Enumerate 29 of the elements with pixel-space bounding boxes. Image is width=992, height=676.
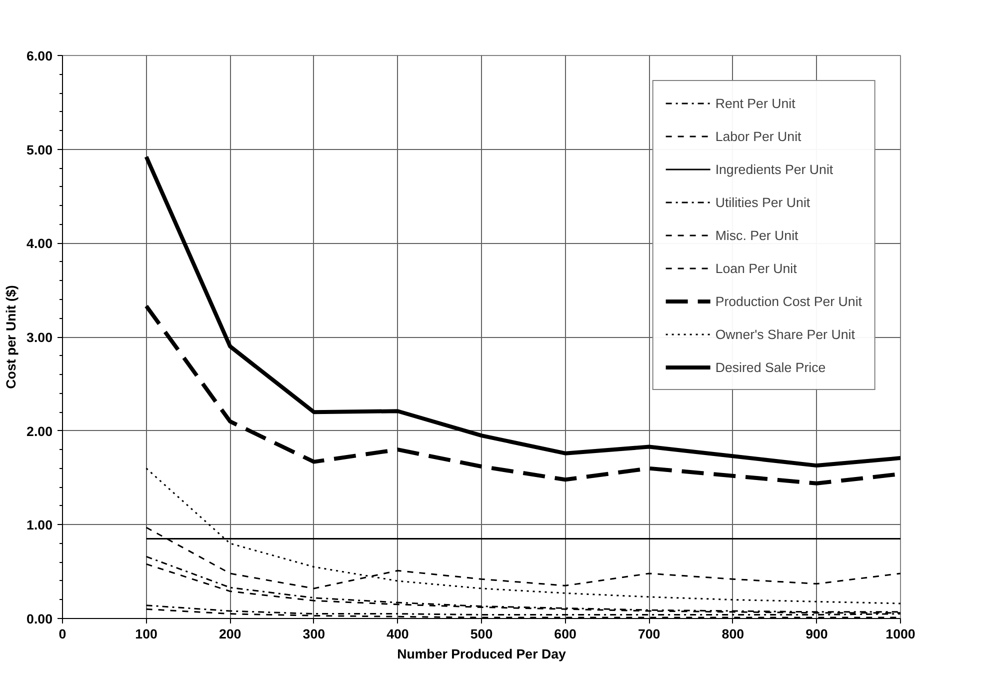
legend-label: Misc. Per Unit <box>715 228 798 242</box>
x-tick-label: 100 <box>135 626 158 642</box>
x-tick-label: 200 <box>218 626 242 642</box>
y-tick-label: 3.00 <box>26 330 53 345</box>
x-tick-label: 900 <box>806 626 828 642</box>
legend-label: Owner's Share Per Unit <box>715 326 855 342</box>
x-tick-label: 0 <box>58 626 66 642</box>
legend-label: Rent Per Unit <box>715 96 796 110</box>
y-tick-label: 4.00 <box>26 236 53 252</box>
legend-label: Production Cost Per Unit <box>715 294 862 308</box>
legend-label: Labor Per Unit <box>715 128 802 144</box>
y-tick-label: 1.00 <box>26 518 53 533</box>
x-tick-label: 700 <box>638 626 660 642</box>
legend-label: Desired Sale Price <box>715 360 826 374</box>
legend-label: Utilities Per Unit <box>715 194 810 210</box>
x-tick-label: 800 <box>722 626 744 642</box>
x-tick-label: 300 <box>302 626 326 642</box>
legend-label: Ingredients Per Unit <box>715 162 834 176</box>
x-tick-label: 600 <box>554 626 576 642</box>
y-tick-label: 6.00 <box>26 48 53 64</box>
x-axis-title: Number Produced Per Day <box>397 646 567 662</box>
y-tick-label: 5.00 <box>26 142 53 158</box>
x-tick-label: 400 <box>386 626 409 642</box>
x-tick-label: 500 <box>470 626 493 642</box>
y-tick-label: 2.00 <box>26 424 53 439</box>
y-tick-label: 0.00 <box>26 612 53 626</box>
y-axis-title: Cost per Unit ($) <box>4 285 19 389</box>
legend-label: Loan Per Unit <box>715 260 797 276</box>
x-tick-label: 1000 <box>886 626 916 642</box>
